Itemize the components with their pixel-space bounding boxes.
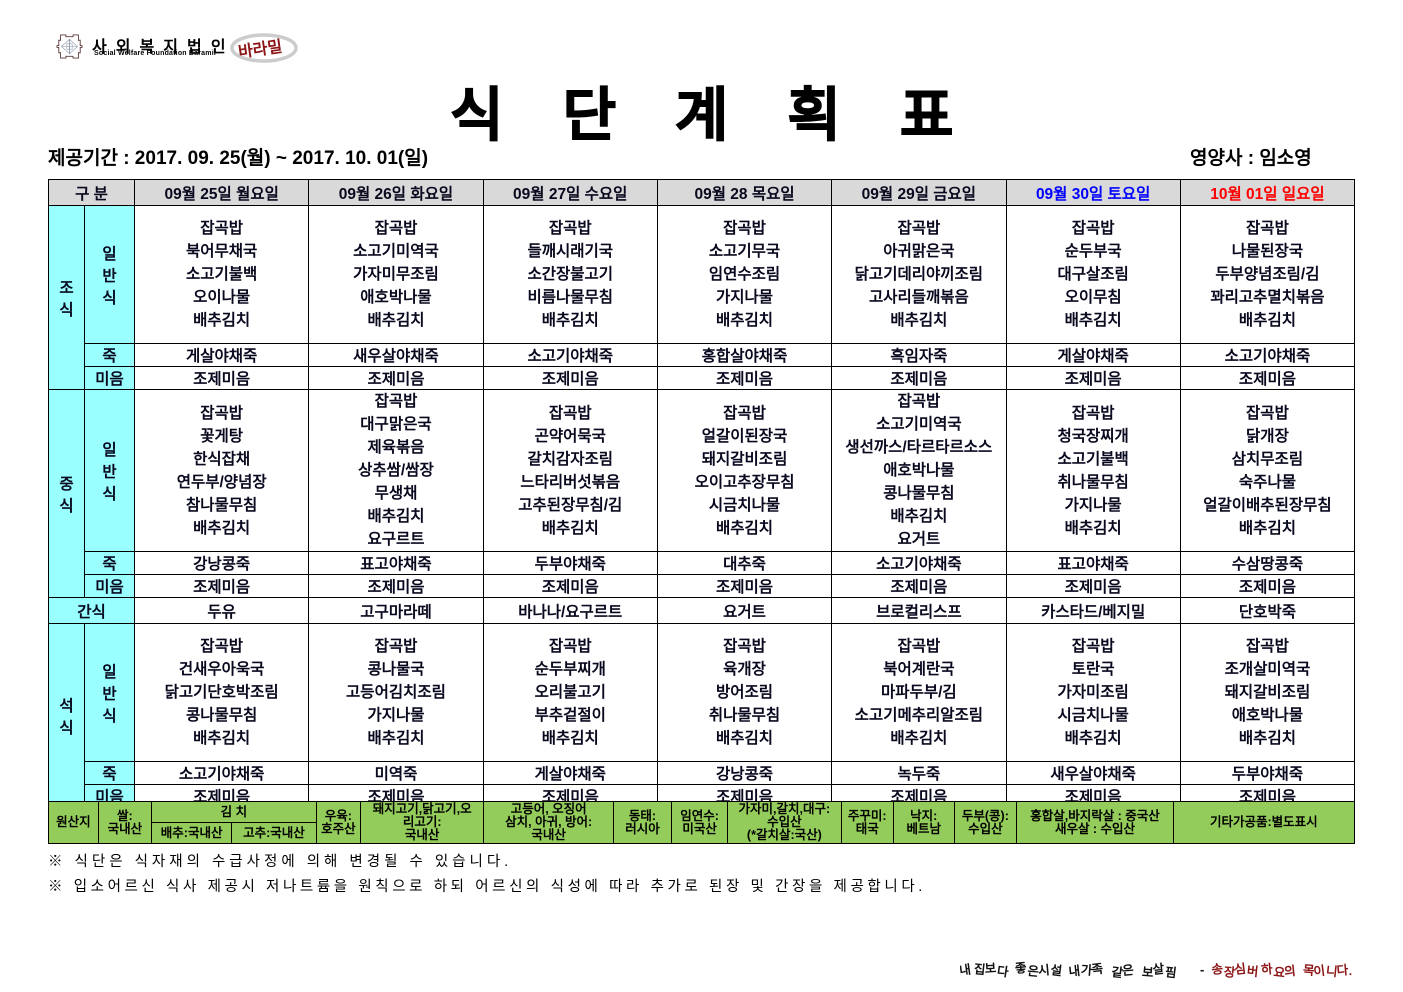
svg-text:바라밀: 바라밀 xyxy=(237,37,283,62)
svg-text:송장심버 하요의 목이니다.: 송장심버 하요의 목이니다. xyxy=(1211,961,1353,981)
svg-text:내집보다 좋은시설 내가족: 내집보다 좋은시설 내가족 같은 보살핌 xyxy=(960,960,1178,981)
svg-text:-: - xyxy=(1200,962,1204,977)
